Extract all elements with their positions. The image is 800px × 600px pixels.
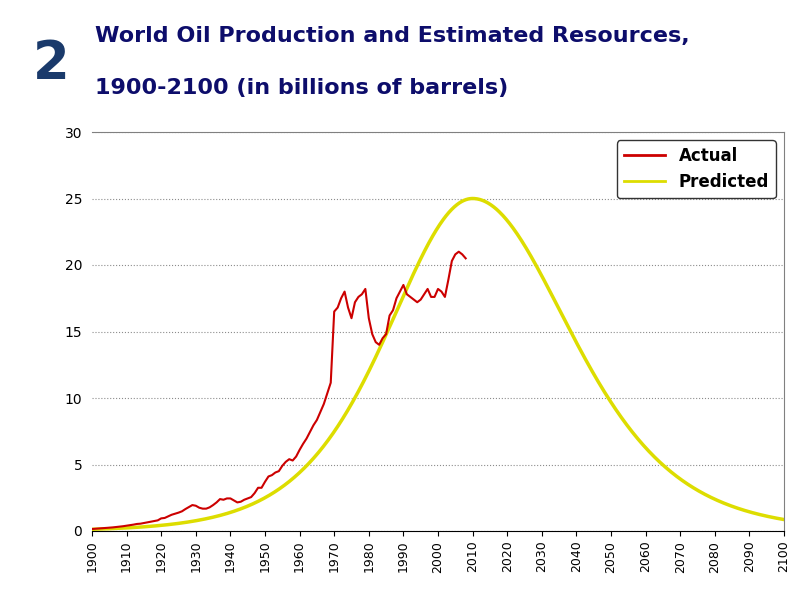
Text: World Oil Production and Estimated Resources,: World Oil Production and Estimated Resou… xyxy=(95,26,690,46)
Text: 1900-2100 (in billions of barrels): 1900-2100 (in billions of barrels) xyxy=(95,78,508,98)
Legend: Actual, Predicted: Actual, Predicted xyxy=(617,140,776,198)
Text: 2: 2 xyxy=(33,38,70,90)
